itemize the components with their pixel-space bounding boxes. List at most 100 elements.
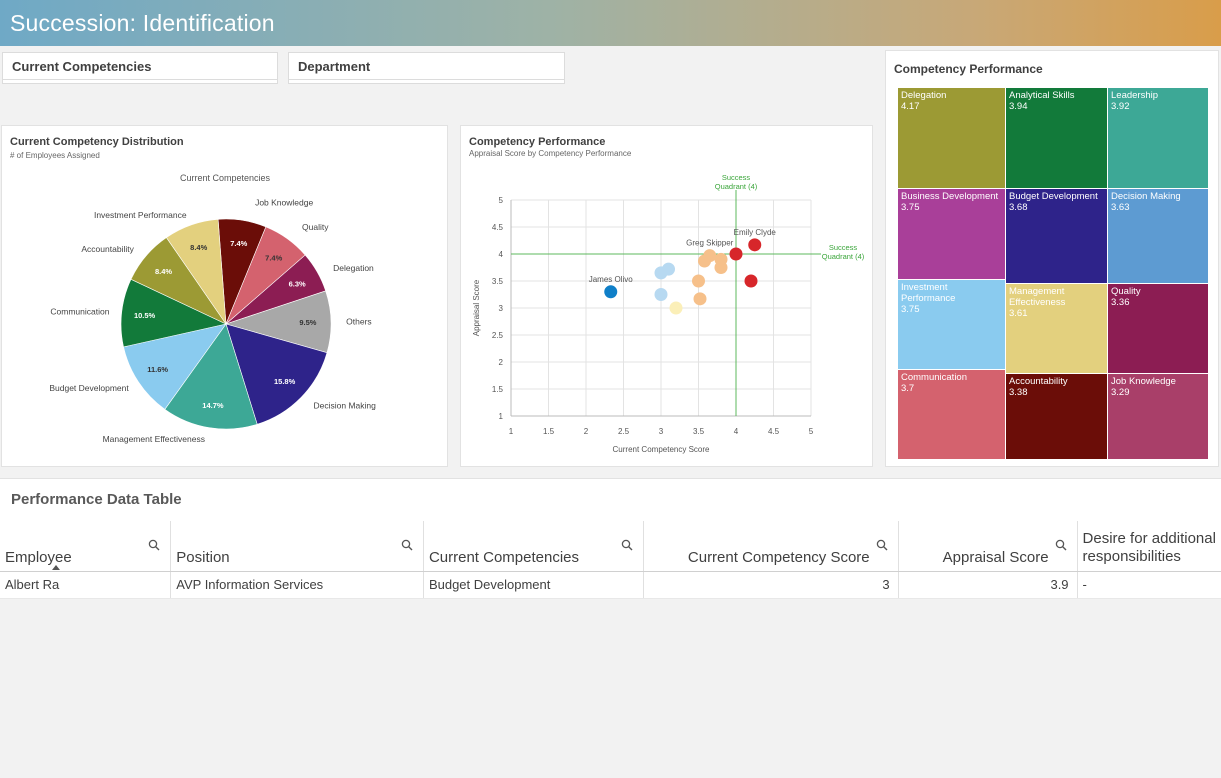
scatter-point[interactable] xyxy=(714,261,728,274)
y-tick-label: 2 xyxy=(499,358,504,367)
search-icon[interactable] xyxy=(621,539,633,551)
x-tick-label: 1.5 xyxy=(543,427,555,436)
filter-current-competencies[interactable]: Current Competencies xyxy=(2,52,278,84)
pie-value-label: 9.5% xyxy=(299,318,316,327)
treemap-cell-value: 4.17 xyxy=(901,101,920,112)
scatter-point[interactable] xyxy=(669,301,683,315)
treemap-cell-job-knowledge[interactable]: Job Knowledge 3.29 xyxy=(1108,374,1209,460)
column-header-label: Desire for additional xyxy=(1082,529,1216,547)
pie-slice-investment-performance[interactable] xyxy=(166,218,227,326)
treemap-cell-quality[interactable]: Quality 3.36 xyxy=(1108,284,1209,374)
treemap-title: Competency Performance xyxy=(894,62,1043,76)
y-tick-label: 3 xyxy=(499,304,504,313)
pie-name-label: Decision Making xyxy=(314,400,377,410)
filter-divider xyxy=(289,79,564,80)
y-tick-label: 4 xyxy=(499,250,504,259)
pie-slice-management-effectiveness[interactable] xyxy=(164,323,258,430)
pie-name-label: Others xyxy=(346,317,372,327)
pie-chart[interactable]: Current Competencies 7.4% Job Knowledge 7.… xyxy=(2,158,447,468)
treemap-cell-value: 3.63 xyxy=(1111,202,1130,213)
treemap-cell-delegation[interactable]: Delegation 4.17 xyxy=(898,88,1006,189)
treemap-cell-decision-making[interactable]: Decision Making 3.63 xyxy=(1108,189,1209,284)
treemap-cell-budget-development[interactable]: Budget Development 3.68 xyxy=(1006,189,1108,284)
treemap-cell-name: Management Effectiveness xyxy=(1009,286,1066,308)
y-tick-label: 1 xyxy=(499,412,504,421)
pie-slice-decision-making[interactable] xyxy=(225,323,328,425)
x-tick-label: 3 xyxy=(659,427,664,436)
scatter-point[interactable] xyxy=(729,247,743,261)
scatter-point[interactable] xyxy=(692,274,705,288)
performance-table-panel: Performance Data Table Employee Position… xyxy=(0,478,1221,599)
pie-value-label: 10.5% xyxy=(134,311,156,320)
search-icon[interactable] xyxy=(876,539,888,551)
treemap-cell-name: Analytical Skills xyxy=(1009,90,1075,101)
column-header-competency-score[interactable]: Current Competency Score xyxy=(643,521,899,572)
column-header-current-competencies[interactable]: Current Competencies xyxy=(423,521,645,572)
x-tick-label: 5 xyxy=(809,427,814,436)
column-header-label: Employee xyxy=(5,548,72,566)
treemap-cell-value: 3.68 xyxy=(1009,202,1028,213)
pie-chart-title: Current Competency Distribution xyxy=(10,136,184,148)
search-icon[interactable] xyxy=(148,539,160,551)
treemap-cell-value: 3.29 xyxy=(1111,387,1130,398)
treemap-cell-value: 3.94 xyxy=(1009,101,1028,112)
treemap-cell-communication[interactable]: Communication 3.7 xyxy=(898,370,1006,460)
y-tick-label: 1.5 xyxy=(492,385,504,394)
pie-name-label: Investment Performance xyxy=(94,210,187,220)
scatter-point[interactable] xyxy=(693,292,707,306)
scatter-point[interactable] xyxy=(654,288,668,301)
treemap-cell-name: Job Knowledge xyxy=(1111,376,1176,387)
search-icon[interactable] xyxy=(1055,539,1067,551)
treemap-cell-investment-performance[interactable]: Investment Performance 3.75 xyxy=(898,280,1006,370)
treemap-cell-name: Accountability xyxy=(1009,376,1068,387)
treemap-panel: Competency Performance Delegation 4.17 Bus… xyxy=(885,50,1219,467)
treemap-cell-management-effectiveness[interactable]: Management Effectiveness 3.61 xyxy=(1006,284,1108,374)
pie-chart-panel: Current Competency Distribution # of Emp… xyxy=(1,125,448,467)
cell-employee: Albert Ra xyxy=(0,571,172,599)
scatter-point[interactable] xyxy=(748,238,762,252)
treemap-cell-name: Leadership xyxy=(1111,90,1159,101)
scatter-point[interactable] xyxy=(662,262,675,276)
filter-department[interactable]: Department xyxy=(288,52,565,84)
treemap-cell-value: 3.38 xyxy=(1009,387,1028,398)
scatter-chart[interactable]: 1 1.5 2 2.5 3 3.5 4 4.5 5 1 1.5 2 2.5 3 3.5 4 4.5 5 Succes… xyxy=(461,126,872,466)
scatter-point[interactable] xyxy=(703,249,717,263)
scatter-point[interactable] xyxy=(744,274,758,288)
pie-slice-communication[interactable] xyxy=(120,278,227,348)
y-tick-label: 3.5 xyxy=(492,277,504,286)
table-row[interactable]: Albert Ra AVP Information Services Budge… xyxy=(0,571,1221,599)
cell-appraisal-score: 3.9 xyxy=(898,571,1078,599)
treemap-cell-name: Delegation xyxy=(901,90,947,101)
treemap-cell-business-development[interactable]: Business Development 3.75 xyxy=(898,189,1006,280)
treemap-cell-analytical-skills[interactable]: Analytical Skills 3.94 xyxy=(1006,88,1108,189)
treemap-cell-value: 3.75 xyxy=(901,202,920,213)
pie-value-label: 11.6% xyxy=(147,365,168,374)
treemap-cell-accountability[interactable]: Accountability 3.38 xyxy=(1006,374,1108,460)
scatter-title: Competency Performance xyxy=(469,136,606,148)
treemap-cell-value: 3.36 xyxy=(1111,297,1130,308)
treemap-chart[interactable]: Delegation 4.17 Business Development 3.75 In… xyxy=(898,88,1209,460)
point-label: James Olivo xyxy=(589,275,634,284)
column-header-appraisal-score[interactable]: Appraisal Score xyxy=(898,521,1078,572)
filter-label: Department xyxy=(298,59,371,74)
x-tick-label: 2.5 xyxy=(618,427,630,436)
column-header-desire[interactable]: Desire for additional responsibilities xyxy=(1077,521,1221,572)
pie-value-label: 15.8% xyxy=(274,377,296,386)
scatter-point[interactable] xyxy=(604,285,618,299)
pie-slice-budget-development[interactable] xyxy=(123,323,227,410)
treemap-cell-leadership[interactable]: Leadership 3.92 xyxy=(1108,88,1209,189)
x-tick-label: 4.5 xyxy=(768,427,780,436)
scatter-panel: Competency Performance Appraisal Score b… xyxy=(460,125,873,467)
pie-name-label: Budget Development xyxy=(49,383,129,393)
column-header-label: Position xyxy=(176,548,230,566)
treemap-cell-name: Investment Performance xyxy=(901,282,956,304)
column-header-employee[interactable]: Employee xyxy=(0,521,172,572)
pie-name-label: Communication xyxy=(50,307,109,317)
column-header-position[interactable]: Position xyxy=(170,521,424,572)
column-header-label: Appraisal Score xyxy=(942,548,1049,566)
sort-ascending-icon[interactable] xyxy=(52,564,60,570)
search-icon[interactable] xyxy=(401,539,413,551)
page-title: Succession: Identification xyxy=(10,10,275,36)
performance-table: Employee Position Current Competencies C… xyxy=(0,521,1221,599)
pie-value-label: 7.4% xyxy=(265,253,282,262)
